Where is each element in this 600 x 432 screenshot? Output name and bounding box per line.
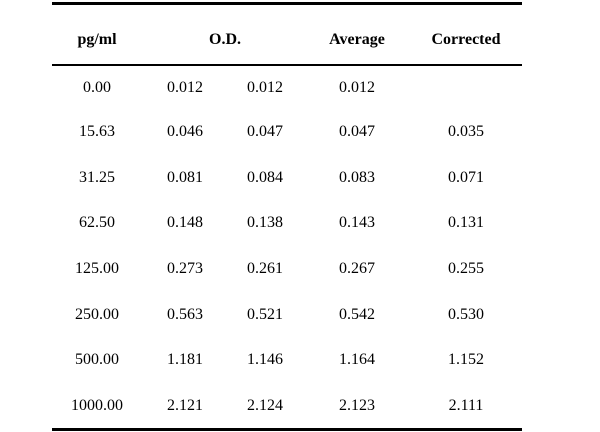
cell-od-replicate-2: 0.261 [247,260,283,277]
cell-od-replicate-1: 0.273 [167,260,203,277]
cell-od-replicate-1: 0.563 [167,306,203,323]
header-rule [52,64,522,66]
cell-average: 0.012 [339,79,375,96]
cell-average: 0.267 [339,260,375,277]
cell-od-replicate-1: 0.081 [167,169,203,186]
table-header-row: pg/ml O.D. Average Corrected [52,30,522,50]
cell-average: 0.143 [339,214,375,231]
cell-od-replicate-2: 0.138 [247,214,283,231]
cell-od-replicate-2: 0.521 [247,306,283,323]
cell-corrected: 0.131 [448,214,484,231]
cell-concentration: 125.00 [75,260,119,277]
header-corrected: Corrected [431,31,501,48]
cell-od-replicate-2: 1.146 [247,351,283,368]
bottom-rule [52,428,522,431]
cell-corrected: 0.071 [448,169,484,186]
cell-od-replicate-1: 2.121 [167,397,203,414]
cell-corrected: 1.152 [448,351,484,368]
cell-concentration: 500.00 [75,351,119,368]
table-row: 31.25 0.081 0.084 0.083 0.071 [52,168,522,188]
table-row: 250.00 0.563 0.521 0.542 0.530 [52,305,522,325]
table-row: 62.50 0.148 0.138 0.143 0.131 [52,213,522,233]
cell-od-replicate-1: 1.181 [167,351,203,368]
standard-curve-table: pg/ml O.D. Average Corrected 0.00 0.012 … [52,0,522,432]
cell-concentration: 62.50 [79,214,115,231]
cell-average: 0.047 [339,123,375,140]
cell-concentration: 0.00 [83,79,111,96]
header-concentration: pg/ml [77,31,117,48]
cell-concentration: 250.00 [75,306,119,323]
cell-concentration: 1000.00 [71,397,123,414]
cell-average: 2.123 [339,397,375,414]
header-average: Average [329,31,385,48]
cell-average: 1.164 [339,351,375,368]
table-row: 0.00 0.012 0.012 0.012 [52,78,522,98]
cell-concentration: 15.63 [79,123,115,140]
table-row: 125.00 0.273 0.261 0.267 0.255 [52,259,522,279]
cell-corrected: 0.530 [448,306,484,323]
table-row: 500.00 1.181 1.146 1.164 1.152 [52,350,522,370]
cell-od-replicate-2: 0.012 [247,79,283,96]
table-row: 1000.00 2.121 2.124 2.123 2.111 [52,396,522,416]
table-row: 15.63 0.046 0.047 0.047 0.035 [52,122,522,142]
cell-concentration: 31.25 [79,169,115,186]
cell-od-replicate-1: 0.012 [167,79,203,96]
cell-corrected: 0.255 [448,260,484,277]
top-rule [52,2,522,5]
cell-od-replicate-2: 2.124 [247,397,283,414]
header-od: O.D. [209,31,241,48]
cell-corrected: 0.035 [448,123,484,140]
cell-corrected: 2.111 [448,397,484,414]
cell-od-replicate-2: 0.084 [247,169,283,186]
cell-od-replicate-1: 0.148 [167,214,203,231]
cell-od-replicate-2: 0.047 [247,123,283,140]
cell-average: 0.542 [339,306,375,323]
cell-average: 0.083 [339,169,375,186]
cell-od-replicate-1: 0.046 [167,123,203,140]
